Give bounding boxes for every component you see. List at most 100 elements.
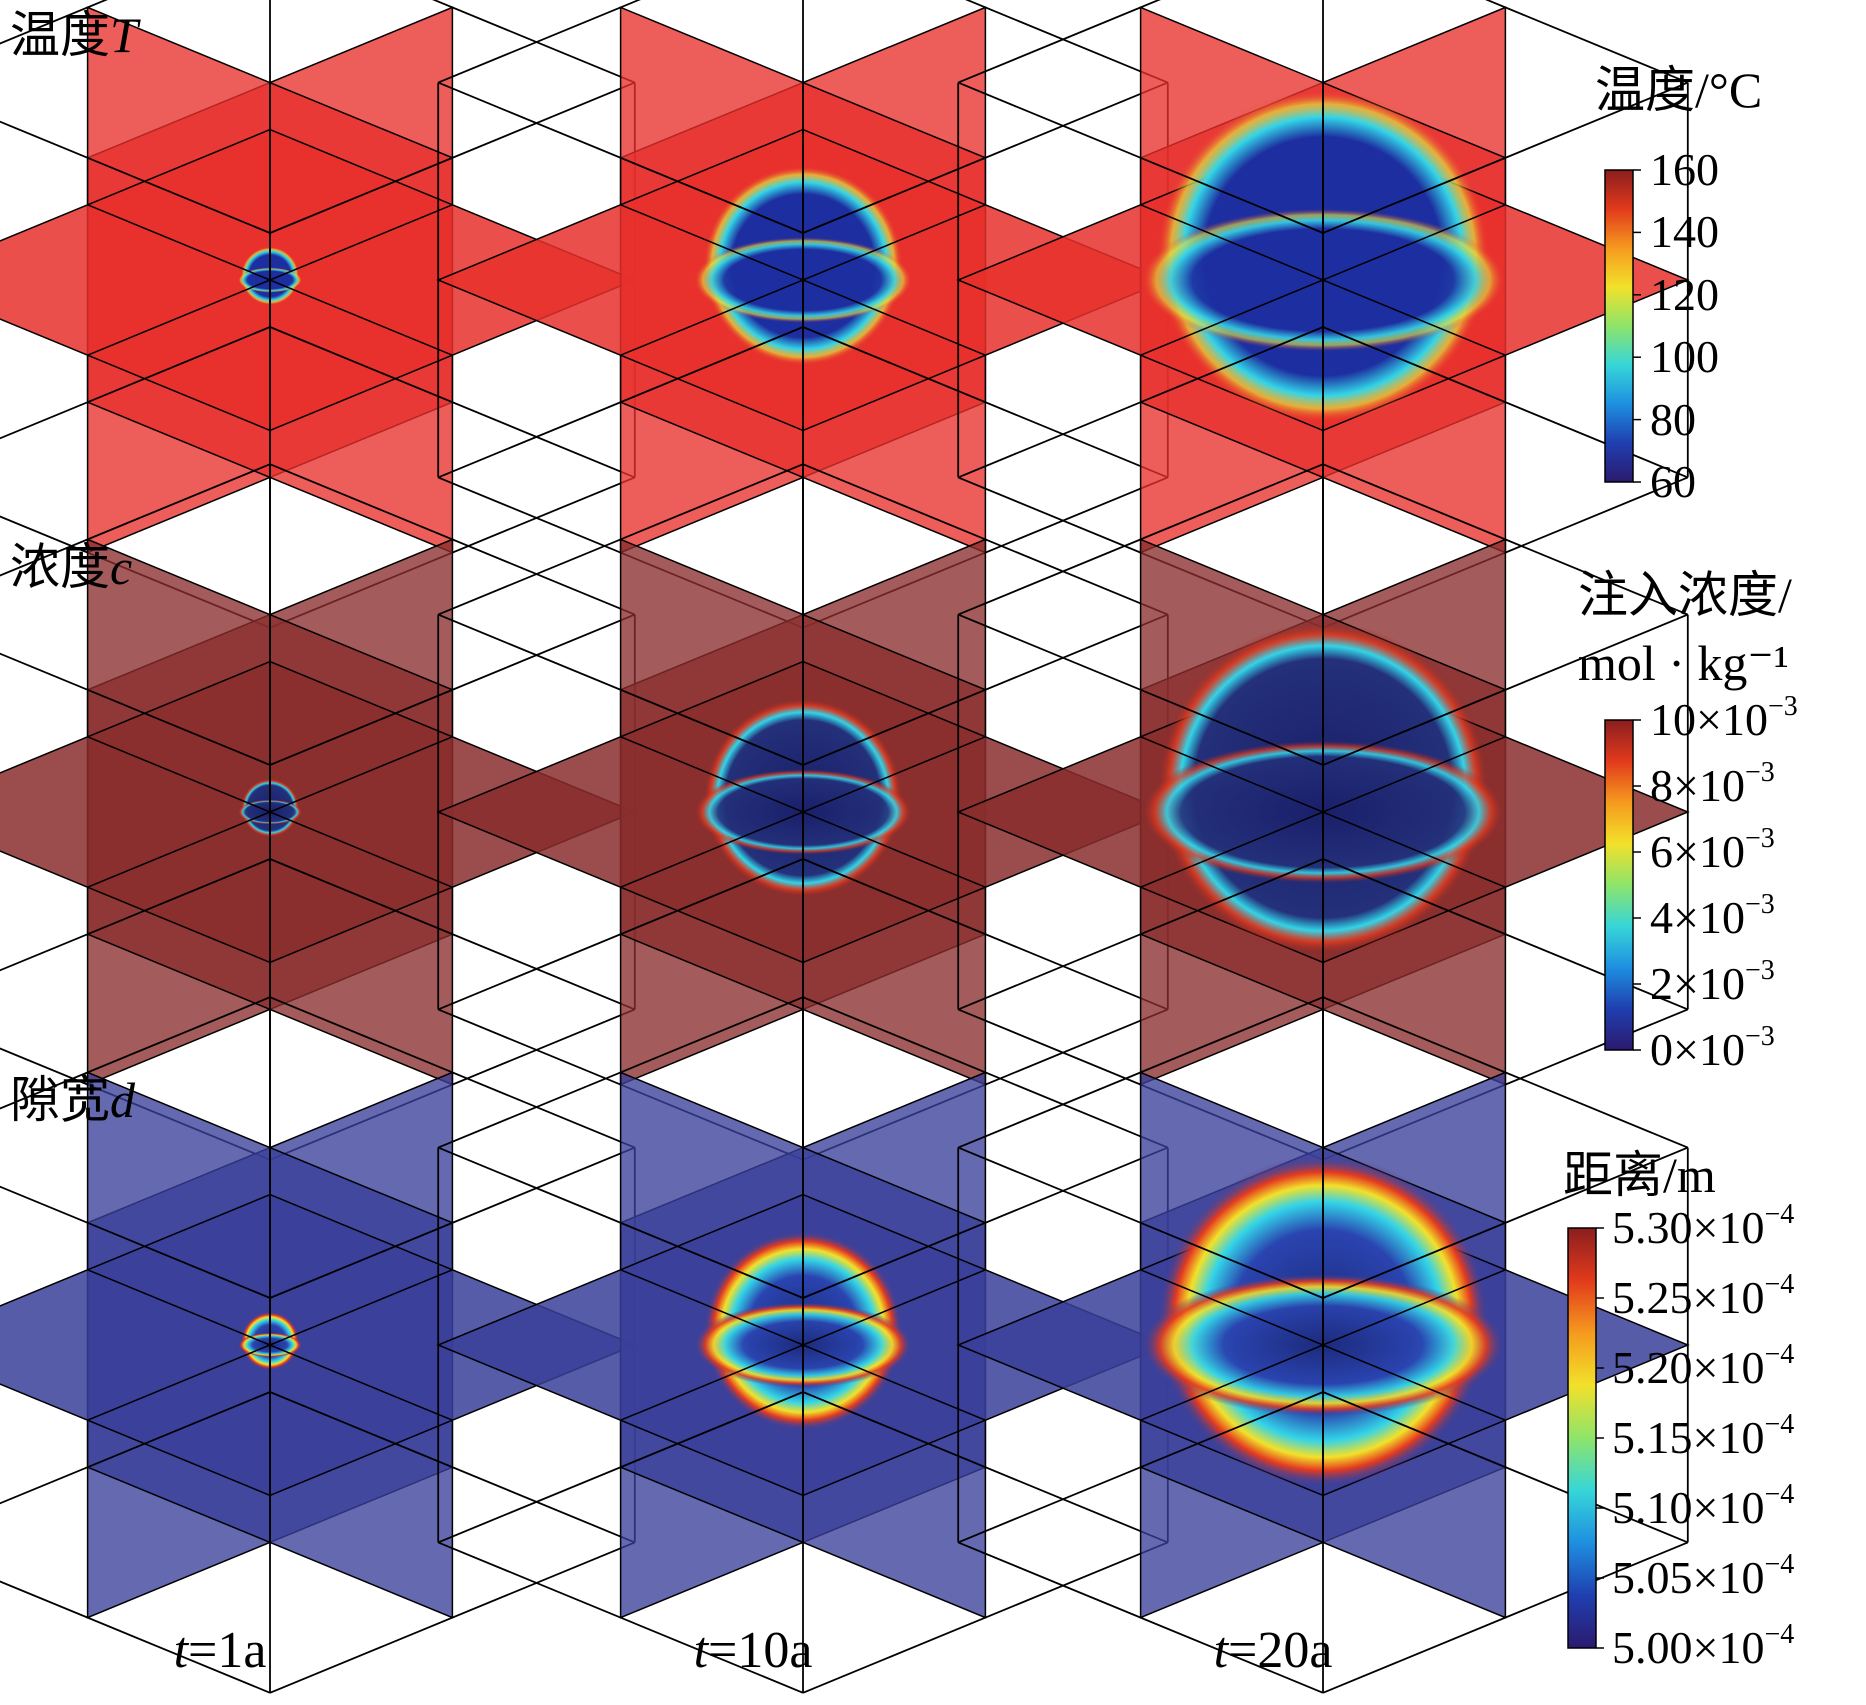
colorbar-tick-exponent: −4 bbox=[1764, 1268, 1795, 1300]
colorbar-tick-label: 5.25×10−4 bbox=[1612, 1270, 1794, 1324]
colorbar-title: 温度/°C bbox=[1595, 62, 1763, 118]
cube-edge bbox=[437, 1541, 804, 1694]
row-label-temp: 温度T bbox=[10, 10, 138, 60]
colorbar-tick-exponent: −3 bbox=[1744, 756, 1775, 788]
colorbar-tick-mantissa: 60 bbox=[1650, 456, 1696, 507]
colorbar-tick-exponent: −4 bbox=[1764, 1548, 1795, 1580]
column-label-1a: t=1a bbox=[174, 1625, 267, 1677]
cube-edge bbox=[0, 996, 271, 1110]
colorbar-tick-mantissa: 5.20×10 bbox=[1612, 1342, 1765, 1394]
cube-panel-conc-20a bbox=[956, 463, 1690, 1161]
cube-edge bbox=[802, 1146, 1169, 1299]
colorbar-tick-label: 10×10−3 bbox=[1650, 692, 1798, 743]
row-label-variable: d bbox=[110, 1072, 135, 1128]
cube-panel-conc-10a bbox=[436, 463, 1170, 1161]
cube-edge bbox=[269, 996, 636, 1149]
cube-edge bbox=[802, 858, 1169, 1011]
colorbar-tick-mantissa: 80 bbox=[1650, 393, 1696, 445]
colorbar-tick-exponent: −4 bbox=[1764, 1338, 1795, 1370]
cube-edge bbox=[1322, 613, 1689, 766]
cube-edge bbox=[437, 326, 804, 479]
row-label-text: 浓度 bbox=[10, 539, 110, 595]
colorbar-tick-label: 5.00×10−4 bbox=[1612, 1620, 1794, 1674]
colorbar-tick-label: 160 bbox=[1650, 147, 1719, 193]
colorbar-tick-mantissa: 0×10 bbox=[1650, 1024, 1745, 1076]
cube-edge bbox=[269, 858, 636, 1011]
colorbar-tick-mantissa: 120 bbox=[1650, 268, 1719, 320]
cube-edge bbox=[0, 463, 271, 577]
cube-panel-temp-10a bbox=[436, 0, 1170, 629]
colorbar-tick-label: 0×10−3 bbox=[1650, 1022, 1775, 1076]
panel-grid bbox=[0, 0, 1690, 1694]
cube-edge bbox=[437, 996, 804, 1149]
colorbar-tick-exponent: −4 bbox=[1764, 1478, 1795, 1510]
column-label-20a: t=20a bbox=[1214, 1625, 1333, 1677]
cube-edge bbox=[269, 1391, 636, 1544]
column-label-10a: t=10a bbox=[694, 1625, 813, 1677]
cube-edge bbox=[1322, 1391, 1689, 1544]
cube-edge bbox=[957, 1391, 1324, 1544]
cube-edge bbox=[802, 613, 1169, 766]
cube-edge bbox=[269, 81, 636, 234]
colorbar-group bbox=[1567, 169, 1641, 1649]
colorbar-title: mol · kg⁻¹ bbox=[1578, 635, 1789, 691]
cube-edge bbox=[0, 858, 271, 972]
colorbar-tick-label: 5.05×10−4 bbox=[1612, 1550, 1794, 1604]
colorbar-tick-label: 2×10−3 bbox=[1650, 956, 1775, 1007]
cube-edge bbox=[1322, 463, 1689, 616]
cube-edge bbox=[437, 613, 804, 766]
cube-edge bbox=[437, 0, 641, 84]
column-label-variable: t bbox=[173, 1622, 189, 1679]
cube-panel-gap-1a bbox=[0, 996, 637, 1694]
colorbar-tick-mantissa: 5.00×10 bbox=[1612, 1622, 1765, 1674]
cube-edge bbox=[802, 463, 1169, 616]
column-label-value: 1a bbox=[217, 1622, 267, 1679]
colorbar-tick-exponent: −4 bbox=[1764, 1408, 1795, 1440]
cube-edge bbox=[965, 0, 1169, 84]
cube-edge bbox=[269, 613, 636, 766]
colorbar-tick-exponent: −4 bbox=[1764, 1618, 1795, 1650]
colorbar-tick-label: 80 bbox=[1650, 393, 1696, 445]
column-label-variable: t bbox=[1213, 1622, 1229, 1679]
colorbar-2 bbox=[1567, 1227, 1604, 1649]
colorbar-tick-mantissa: 5.25×10 bbox=[1612, 1272, 1765, 1324]
cube-edge bbox=[437, 858, 804, 1011]
colorbar-tick-label: 100 bbox=[1650, 334, 1719, 380]
column-label-value: 10a bbox=[737, 1622, 813, 1679]
cube-panel-conc-1a bbox=[0, 463, 637, 1161]
cube-edge bbox=[269, 1541, 636, 1694]
column-label-equals: = bbox=[1228, 1622, 1258, 1679]
colorbar-tick-label: 6×10−3 bbox=[1650, 824, 1775, 875]
colorbar-tick-mantissa: 5.15×10 bbox=[1612, 1412, 1765, 1464]
colorbar-tick-label: 4×10−3 bbox=[1650, 890, 1775, 941]
colorbar-tick-mantissa: 5.10×10 bbox=[1612, 1482, 1765, 1534]
row-label-text: 温度 bbox=[10, 7, 110, 63]
colorbar-tick-mantissa: 5.05×10 bbox=[1612, 1552, 1765, 1604]
colorbar-gradient bbox=[1604, 719, 1634, 1051]
cube-edge bbox=[269, 1146, 636, 1299]
colorbar-tick-exponent: −3 bbox=[1767, 690, 1798, 722]
cube-edge bbox=[957, 326, 1324, 479]
cube-edge bbox=[432, 0, 636, 84]
column-label-value: 20a bbox=[1257, 1622, 1333, 1679]
cube-panel-temp-1a bbox=[0, 0, 637, 629]
cube-edge bbox=[0, 1580, 271, 1694]
colorbar-tick-mantissa: 5.30×10 bbox=[1612, 1202, 1765, 1254]
colorbar-gradient bbox=[1604, 169, 1634, 483]
cube-edge bbox=[802, 326, 1169, 479]
colorbar-tick-label: 5.30×10−4 bbox=[1612, 1200, 1794, 1254]
cube-edge bbox=[957, 1146, 1324, 1299]
cube-edge bbox=[0, 326, 271, 440]
cube-edge bbox=[437, 463, 804, 616]
cube-panel-gap-20a bbox=[956, 996, 1690, 1694]
cube-edge bbox=[0, 120, 271, 234]
cube-edge bbox=[957, 1541, 1324, 1694]
cube-edge bbox=[957, 858, 1324, 1011]
cube-edge bbox=[957, 463, 1324, 616]
cube-edge bbox=[0, 0, 108, 45]
colorbar-tick-label: 120 bbox=[1650, 268, 1719, 320]
colorbar-tick-mantissa: 160 bbox=[1650, 144, 1719, 195]
cube-edge bbox=[957, 81, 1324, 234]
cube-edge bbox=[802, 1391, 1169, 1544]
